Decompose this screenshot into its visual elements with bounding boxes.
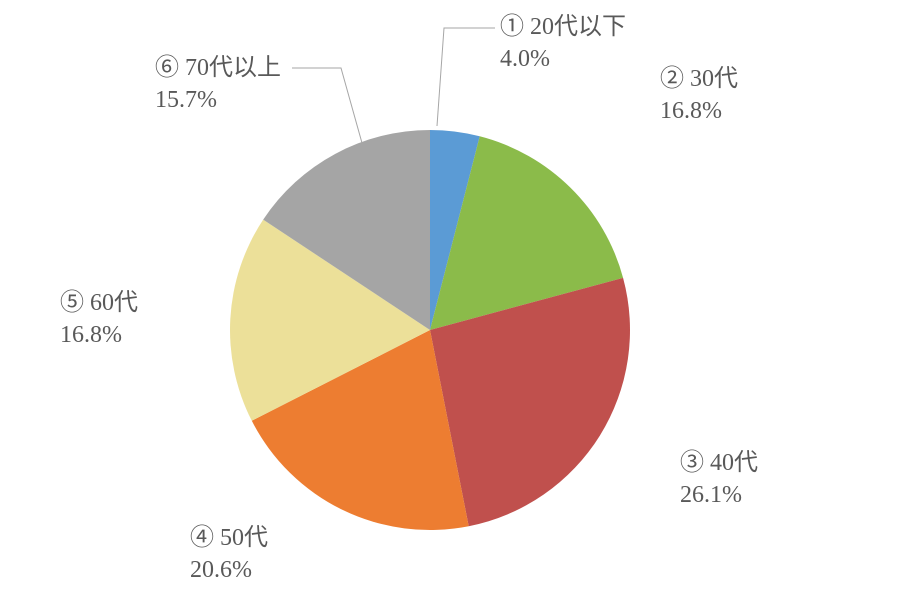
slice-percent-text-4: 16.8%	[60, 322, 122, 348]
slice-label-text-1: ② 30代	[660, 65, 738, 92]
slice-percent-text-2: 26.1%	[680, 482, 742, 508]
slice-label-text-5: ⑥ 70代以上	[155, 54, 281, 81]
slice-percent-text-5: 15.7%	[155, 87, 217, 113]
slice-label-text-0: ① 20代以下	[500, 13, 626, 40]
pie-slices	[230, 130, 630, 530]
slice-percent-text-3: 20.6%	[190, 557, 252, 583]
slice-label-text-4: ⑤ 60代	[60, 289, 138, 316]
slice-percent-text-0: 4.0%	[500, 46, 550, 72]
slice-label-text-2: ③ 40代	[680, 449, 758, 476]
pie-chart: ① 20代以下 4.0% ② 30代 16.8% ③ 40代 26.1% ④ 50代 20.6…	[0, 0, 900, 600]
slice-percent-text-1: 16.8%	[660, 98, 722, 124]
slice-label-text-3: ④ 50代	[190, 524, 268, 551]
